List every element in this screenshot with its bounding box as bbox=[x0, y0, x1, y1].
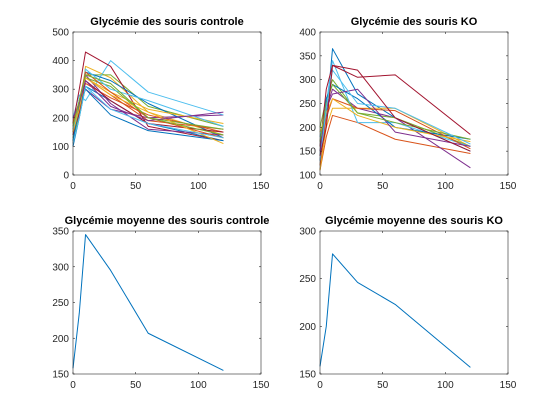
x-tick-label: 150 bbox=[253, 181, 270, 192]
y-tick-label: 100 bbox=[299, 171, 316, 182]
x-tick-label: 100 bbox=[190, 181, 207, 192]
chart-2-series-5 bbox=[319, 79, 471, 147]
chart-1-series-20 bbox=[72, 85, 224, 144]
chart-4-title: Glycémie moyenne des souris KO bbox=[325, 215, 503, 227]
y-tick-label: 400 bbox=[52, 56, 69, 67]
chart-2-series-14 bbox=[319, 64, 471, 157]
x-tick-label: 150 bbox=[253, 380, 270, 391]
x-tick-label: 0 bbox=[317, 380, 323, 391]
y-tick-label: 300 bbox=[52, 262, 69, 273]
x-tick-label: 0 bbox=[70, 380, 76, 391]
x-tick-label: 100 bbox=[437, 380, 454, 391]
chart-1-axes-box bbox=[72, 31, 262, 176]
y-tick-label: 350 bbox=[299, 51, 316, 62]
chart-1-title: Glycémie des souris controle bbox=[90, 16, 243, 28]
y-tick-label: 400 bbox=[299, 28, 316, 39]
chart-1-series-19 bbox=[72, 74, 224, 136]
y-tick-label: 200 bbox=[299, 322, 316, 333]
y-tick-label: 100 bbox=[52, 142, 69, 153]
x-tick-label: 50 bbox=[130, 181, 142, 192]
chart-2-series-2 bbox=[319, 114, 471, 171]
x-tick-label: 50 bbox=[377, 181, 389, 192]
chart-2-series-11 bbox=[319, 88, 471, 152]
chart-4-series-1 bbox=[319, 253, 471, 368]
chart-3-title: Glycémie moyenne des souris controle bbox=[65, 215, 270, 227]
chart-3-series-1 bbox=[72, 234, 224, 371]
y-tick-label: 150 bbox=[299, 370, 316, 381]
x-tick-label: 100 bbox=[437, 181, 454, 192]
y-tick-label: 150 bbox=[299, 147, 316, 158]
x-tick-label: 50 bbox=[377, 380, 389, 391]
x-tick-label: 0 bbox=[317, 181, 323, 192]
chart-3-axes-box bbox=[72, 230, 262, 375]
chart-2-axes-box bbox=[319, 31, 509, 176]
chart-1-series-11 bbox=[72, 74, 224, 136]
y-tick-label: 250 bbox=[299, 99, 316, 110]
chart-2: 0 50 100 150 100 150 200 250 300 350 400 Glycémie d… bbox=[299, 16, 516, 192]
chart-1-series-7 bbox=[72, 51, 224, 142]
y-tick-label: 250 bbox=[299, 274, 316, 285]
y-tick-label: 300 bbox=[299, 227, 316, 238]
chart-1-series-6 bbox=[72, 60, 224, 118]
chart-2-series-4 bbox=[319, 88, 471, 169]
x-tick-label: 50 bbox=[130, 380, 142, 391]
chart-2-series-13 bbox=[319, 69, 471, 161]
y-tick-label: 350 bbox=[52, 227, 69, 238]
y-tick-label: 200 bbox=[52, 113, 69, 124]
y-tick-label: 0 bbox=[63, 171, 69, 182]
x-tick-label: 100 bbox=[190, 380, 207, 391]
y-tick-label: 200 bbox=[52, 334, 69, 345]
y-tick-label: 250 bbox=[52, 298, 69, 309]
chart-2-series-12 bbox=[319, 83, 471, 142]
chart-4: 0 50 100 150 150 200 250 300 Glycémie moyenne de… bbox=[299, 215, 516, 391]
y-tick-label: 500 bbox=[52, 28, 69, 39]
chart-1-series-8 bbox=[72, 71, 224, 139]
x-tick-label: 150 bbox=[500, 380, 517, 391]
chart-2-series-7 bbox=[319, 64, 471, 147]
x-tick-label: 0 bbox=[70, 181, 76, 192]
y-tick-label: 150 bbox=[52, 370, 69, 381]
y-tick-label: 300 bbox=[52, 85, 69, 96]
y-tick-label: 300 bbox=[299, 75, 316, 86]
y-tick-label: 200 bbox=[299, 123, 316, 134]
x-tick-label: 150 bbox=[500, 181, 517, 192]
chart-1-series-17 bbox=[72, 77, 224, 145]
chart-2-title: Glycémie des souris KO bbox=[351, 16, 478, 28]
chart-1-series-14 bbox=[72, 80, 224, 136]
chart-1: 0 50 100 150 0 100 200 300 400 500 Glycémie des so… bbox=[52, 16, 269, 192]
chart-4-axes-box bbox=[319, 230, 509, 375]
chart-2-series-9 bbox=[319, 98, 471, 166]
